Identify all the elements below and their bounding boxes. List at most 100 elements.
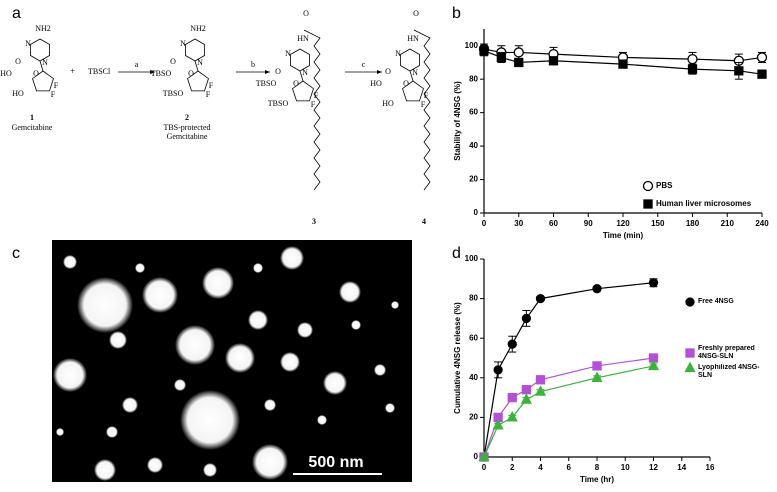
legend-marker xyxy=(685,348,695,358)
compound-number: 3 xyxy=(312,217,316,226)
arrow-head xyxy=(265,70,270,74)
arrow-head xyxy=(150,70,155,74)
marker xyxy=(548,56,559,66)
marker xyxy=(513,47,524,58)
micrograph xyxy=(52,240,412,482)
atom-label: NH2 xyxy=(190,24,206,33)
particle xyxy=(280,352,300,372)
x-tick-label: 2 xyxy=(510,463,515,472)
legend-label: PBS xyxy=(656,182,673,190)
marker xyxy=(757,69,767,79)
bond xyxy=(39,60,44,72)
marker xyxy=(535,375,546,385)
marker xyxy=(687,53,698,65)
x-tick-label: 60 xyxy=(549,219,558,228)
atom-label: HN xyxy=(297,34,309,43)
atom-label: F xyxy=(206,90,211,99)
marker xyxy=(478,450,490,462)
atom-label: HO xyxy=(0,69,12,78)
x-tick-label: 10 xyxy=(621,463,630,472)
compound-number: 1 xyxy=(30,113,34,122)
compound-number: 2 xyxy=(185,113,189,122)
marker xyxy=(647,359,660,371)
y-tick-label: 100 xyxy=(465,254,479,263)
bond xyxy=(299,70,304,82)
marker xyxy=(756,52,768,63)
x-tick-label: 14 xyxy=(677,463,686,472)
panel-label: a xyxy=(12,5,21,22)
particle xyxy=(56,428,64,436)
marker xyxy=(514,57,524,68)
particle xyxy=(94,459,116,481)
particle xyxy=(323,371,347,395)
panel-label: c xyxy=(12,245,20,262)
plus-sign: + xyxy=(70,66,75,76)
compound-name: Gemcitabine xyxy=(12,123,53,132)
atom-label: HO xyxy=(12,89,24,98)
marker xyxy=(493,365,503,375)
legend-entry: Human liver microsomes xyxy=(656,200,751,208)
marker xyxy=(648,278,659,288)
legend-entry: Freshly prepared 4NSG-SLN xyxy=(698,345,755,360)
step-label: b xyxy=(251,60,255,69)
y-axis-label: Cumulative 4NSG release (%) xyxy=(453,302,462,414)
particle xyxy=(180,390,240,450)
ring xyxy=(402,80,424,102)
particle xyxy=(248,310,268,330)
ring xyxy=(187,70,209,92)
atom-label: N xyxy=(197,58,203,67)
atom-label: F xyxy=(51,90,56,99)
x-tick-label: 120 xyxy=(616,219,630,228)
x-tick-label: 4 xyxy=(538,463,543,472)
atom-label: F xyxy=(421,100,426,109)
panel-label: b xyxy=(452,5,461,22)
atom-label: F xyxy=(209,81,214,90)
atom-label: N xyxy=(42,58,48,67)
particle xyxy=(385,403,395,413)
y-tick-label: 20 xyxy=(469,175,478,184)
atom-label: O xyxy=(385,67,391,76)
particle xyxy=(253,263,263,273)
y-tick-label: 20 xyxy=(469,413,478,422)
atom-label: HN xyxy=(407,34,419,43)
atom-label: N xyxy=(395,49,401,58)
legend-label: Lyophilized 4NSG-SLN xyxy=(698,364,760,379)
marker xyxy=(618,59,628,69)
marker xyxy=(496,52,507,63)
particle xyxy=(109,331,127,349)
ring xyxy=(32,70,54,92)
legend-entry: PBS xyxy=(656,182,673,190)
marker xyxy=(521,313,532,324)
y-tick-label: 80 xyxy=(469,294,478,303)
marker xyxy=(507,339,517,349)
marker xyxy=(535,293,546,304)
x-tick-label: 240 xyxy=(755,219,769,228)
bond xyxy=(194,60,199,72)
particle xyxy=(391,301,399,309)
particle xyxy=(63,255,77,269)
particle xyxy=(339,281,361,303)
atom-label: TBSO xyxy=(151,69,172,78)
particle xyxy=(317,415,327,425)
atom-label: O xyxy=(188,69,194,78)
marker xyxy=(521,385,532,395)
marker xyxy=(534,385,547,396)
y-tick-label: 60 xyxy=(469,108,478,117)
particle xyxy=(175,325,215,365)
x-tick-label: 12 xyxy=(649,463,658,472)
atom-label: N xyxy=(412,68,418,77)
atom-label: O xyxy=(303,9,309,18)
particle xyxy=(252,444,288,480)
particle xyxy=(147,457,163,473)
y-axis-label: Stability of 4NSG (%) xyxy=(453,81,462,161)
x-axis-label: Time (hr) xyxy=(580,475,614,484)
atom-label: O xyxy=(275,67,281,76)
x-tick-label: 180 xyxy=(686,219,700,228)
atom-label: F xyxy=(311,100,316,109)
y-tick-label: 40 xyxy=(469,141,478,150)
scale-bar-label: 500 nm xyxy=(308,454,363,471)
compound-number: 4 xyxy=(422,217,426,226)
atom-label: TBSO xyxy=(256,79,277,88)
